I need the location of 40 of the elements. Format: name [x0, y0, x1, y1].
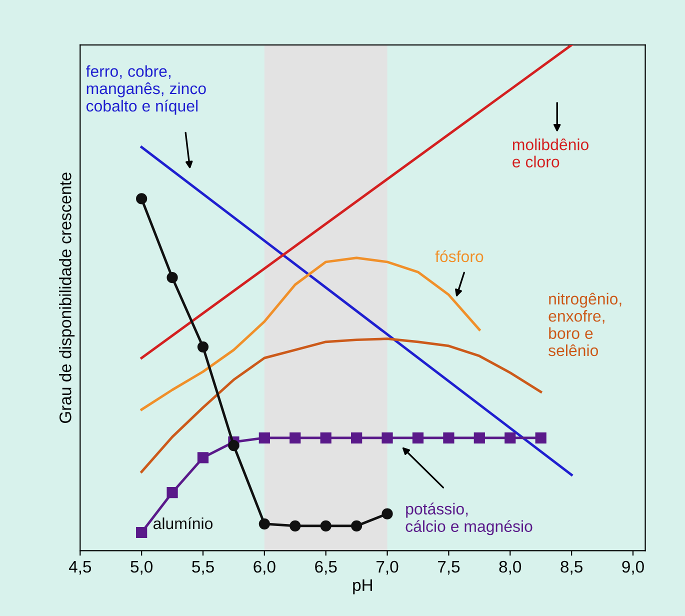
- point: [351, 432, 362, 444]
- x-tick-label: 7,5: [438, 561, 460, 575]
- x-tick-label: 8,0: [499, 560, 522, 575]
- x-tick-label: 5,0: [130, 560, 153, 575]
- point: [504, 432, 516, 444]
- point: [320, 432, 332, 444]
- point: [136, 526, 148, 538]
- point: [136, 193, 148, 204]
- point: [412, 432, 424, 444]
- text: alumínio: [153, 517, 213, 530]
- point: [290, 432, 301, 444]
- point: [535, 432, 546, 444]
- y-axis-title: Grau de disponibilidade crescente: [59, 172, 75, 423]
- point: [320, 520, 332, 532]
- x-tick-label: 6,0: [254, 560, 276, 575]
- x-tick-label: 8,5: [560, 560, 582, 575]
- point: [197, 341, 209, 352]
- point: [474, 432, 485, 444]
- text: potássio, cálcio e magnésio: [406, 502, 532, 536]
- text: molibdênio e cloro: [512, 138, 588, 168]
- x-tick-label: 5,5: [192, 561, 214, 575]
- x-tick-label: 4,5: [68, 561, 92, 575]
- point: [382, 508, 393, 520]
- point: [382, 432, 393, 444]
- x-tick-label: 9,0: [622, 560, 644, 575]
- point: [443, 432, 454, 444]
- x-tick-label: 6,5: [315, 560, 337, 575]
- point: [258, 518, 270, 530]
- point: [166, 272, 178, 284]
- point: [166, 486, 178, 498]
- point: [290, 520, 301, 532]
- text: nitrogênio, enxofre, boro e selênio: [548, 292, 622, 356]
- point: [228, 440, 240, 452]
- text: ferro, cobre, manganês, zinco cobalto e níquel: [86, 65, 206, 115]
- series-label: fósforo: [435, 250, 484, 262]
- x-tick-label: 7,0: [376, 560, 398, 575]
- point: [258, 432, 270, 444]
- point: [197, 452, 209, 464]
- x-axis-title: pH: [353, 579, 372, 594]
- point: [351, 520, 362, 532]
